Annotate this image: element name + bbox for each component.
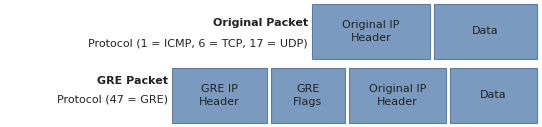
Text: Protocol (1 = ICMP, 6 = TCP, 17 = UDP): Protocol (1 = ICMP, 6 = TCP, 17 = UDP) — [88, 38, 308, 48]
Bar — [172, 68, 267, 123]
Bar — [271, 68, 345, 123]
Text: GRE IP
Header: GRE IP Header — [199, 84, 240, 107]
Text: Original IP
Header: Original IP Header — [343, 20, 399, 43]
Bar — [349, 68, 446, 123]
Text: Protocol (47 = GRE): Protocol (47 = GRE) — [57, 95, 168, 105]
Text: GRE
Flags: GRE Flags — [293, 84, 322, 107]
Bar — [434, 4, 537, 59]
Bar — [450, 68, 537, 123]
Text: Data: Data — [472, 27, 499, 36]
Text: Original IP
Header: Original IP Header — [369, 84, 426, 107]
Text: Data: Data — [480, 91, 507, 100]
Text: GRE Packet: GRE Packet — [97, 76, 168, 86]
Text: Original Packet: Original Packet — [213, 18, 308, 28]
Bar — [312, 4, 430, 59]
